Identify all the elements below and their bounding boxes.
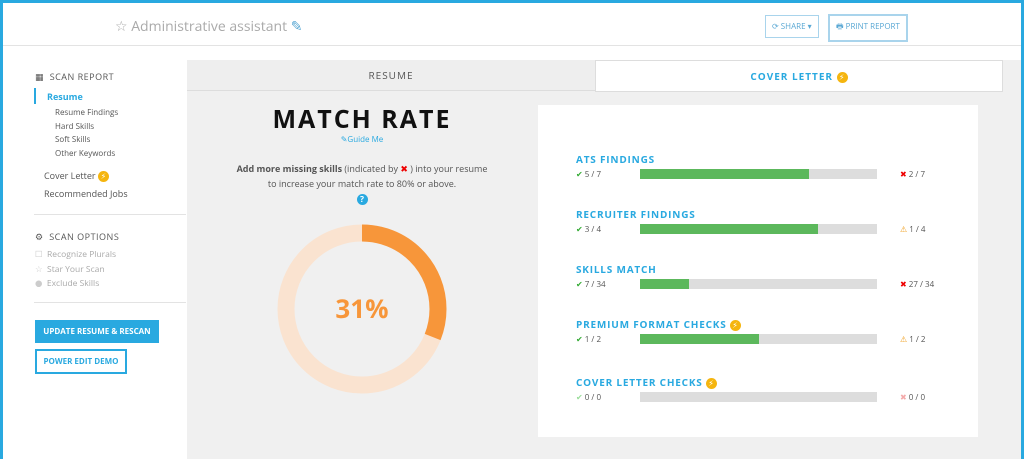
sub-item[interactable]: Other Keywords [55,148,115,159]
option-text: Exclude Skills [46,278,100,289]
sub-item-text: Other Keywords [55,147,116,159]
check-title: PREMIUM FORMAT CHECKS ⚡ [576,317,741,331]
text-before: (indicated by [342,162,401,175]
passed: ✔ 0 / 0 [576,392,602,403]
check-title-text: ATS FINDINGS [576,152,655,166]
bar-fill [640,224,818,234]
passed-text: 5 / 7 [584,169,602,180]
divider [3,45,1021,46]
option-text: Recognize Plurals [47,249,117,260]
passed-text: 3 / 4 [584,224,602,235]
resume-tab[interactable]: RESUME [187,60,595,91]
text-after: ) into your resume to increase your matc… [267,162,488,190]
sub-item[interactable]: Hard Skills [55,121,94,132]
match-title: MATCH RATE [272,102,452,136]
guide-link[interactable]: ✎Guide Me [340,134,384,145]
title-row: ☆ Administrative assistant ✎ [115,17,303,36]
failed-text: 27 / 34 [908,279,935,290]
bar-track [640,279,877,289]
checks-card [538,105,978,437]
cover-tab-label: COVER LETTER [750,69,834,83]
passed: ✔ 1 / 2 [576,334,602,345]
print-label: PRINT REPORT [845,21,900,32]
rescan-button[interactable]: UPDATE RESUME & RESCAN [35,320,159,343]
bar-fill [640,279,689,289]
failed: ✖ 27 / 34 [900,279,935,290]
failed-text: 1 / 2 [909,334,926,345]
failed: ⚠ 1 / 4 [900,224,926,235]
sub-item-text: Hard Skills [55,120,95,132]
check-title: COVER LETTER CHECKS ⚡ [576,375,718,389]
check-title: SKILLS MATCH [576,262,657,276]
bar-fill [640,169,810,179]
passed-text: 1 / 2 [584,334,602,345]
check-title-text: PREMIUM FORMAT CHECKS [576,317,727,331]
sub-item[interactable]: Resume Findings [55,107,118,118]
scan-options-heading: ⚙ SCAN OPTIONS [35,230,120,243]
cover-letter-tab[interactable]: COVER LETTER ⚡ [595,60,1003,92]
share-label: SHARE [780,21,806,32]
active-bar [34,88,36,104]
sub-item-text: Soft Skills [55,134,91,145]
check-title: RECRUITER FINDINGS [576,207,696,221]
check-title-text: COVER LETTER CHECKS [576,375,703,389]
option[interactable]: ☆ Star Your Scan [35,263,105,275]
active-item[interactable]: Resume [47,90,83,103]
divider [34,302,186,303]
rate-label: 31% [335,290,388,326]
guide-label: Guide Me [347,134,384,145]
divider [34,214,186,215]
failed-text: 2 / 7 [908,169,926,180]
cover-letter-item[interactable]: Cover Letter ⚡ [44,169,109,183]
job-title: Administrative assistant [131,17,288,36]
text-bold: Add more missing skills [236,162,343,175]
check-title-text: RECRUITER FINDINGS [576,207,696,221]
passed: ✔ 5 / 7 [576,169,602,180]
sub-item-text: Resume Findings [55,107,119,118]
failed: ⚠ 1 / 2 [900,334,926,345]
failed: ✖ 0 / 0 [900,392,926,403]
check-title: ATS FINDINGS [576,152,655,166]
failed-text: 0 / 0 [908,392,926,403]
donut-arc [277,224,447,394]
share-button[interactable]: ⟳ SHARE ▾ [765,15,819,38]
donut: 31% [277,224,447,394]
match-text: Add more missing skills (indicated by ✖ … [236,162,488,205]
passed-text: 7 / 34 [584,279,606,290]
bar-track [640,392,877,402]
recommended-item[interactable]: Recommended Jobs [44,187,128,200]
option-text: Star Your Scan [47,263,105,275]
scan-options: SCAN OPTIONS [49,230,120,243]
bar-track [640,334,877,344]
bar-fill [640,334,759,344]
print-button[interactable]: 🖶 PRINT REPORT [828,14,908,42]
power-edit-button[interactable]: POWER EDIT DEMO [35,349,127,374]
passed: ✔ 7 / 34 [576,279,606,290]
sub-item[interactable]: Soft Skills [55,134,90,145]
scan-report-heading: ▦ SCAN REPORT [35,70,115,83]
scan-report: SCAN REPORT [49,70,115,83]
passed-text: 0 / 0 [584,392,602,403]
option[interactable]: ☐ Recognize Plurals [35,249,117,260]
failed-text: 1 / 4 [909,224,926,235]
option[interactable]: ● Exclude Skills [35,278,100,289]
cover-letter-label: Cover Letter [44,169,96,182]
failed: ✖ 2 / 7 [900,169,926,180]
check-title-text: SKILLS MATCH [576,262,657,276]
passed: ✔ 3 / 4 [576,224,602,235]
